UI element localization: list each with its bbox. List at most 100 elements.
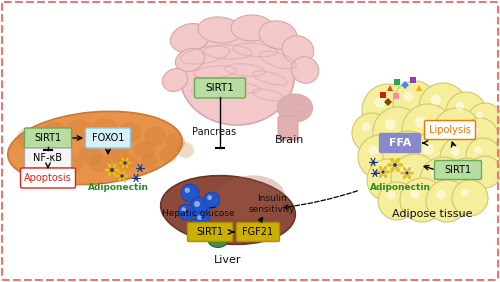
Circle shape bbox=[431, 168, 441, 178]
Ellipse shape bbox=[404, 168, 406, 171]
Circle shape bbox=[368, 146, 378, 155]
Ellipse shape bbox=[231, 15, 273, 41]
Ellipse shape bbox=[122, 165, 124, 169]
Ellipse shape bbox=[278, 94, 312, 122]
Ellipse shape bbox=[259, 21, 297, 49]
Ellipse shape bbox=[176, 142, 194, 158]
Ellipse shape bbox=[390, 167, 394, 172]
FancyBboxPatch shape bbox=[20, 168, 76, 188]
Circle shape bbox=[466, 138, 500, 172]
Ellipse shape bbox=[408, 175, 410, 179]
Ellipse shape bbox=[396, 158, 400, 163]
Circle shape bbox=[414, 116, 426, 128]
Circle shape bbox=[191, 222, 195, 226]
Ellipse shape bbox=[127, 162, 132, 164]
Circle shape bbox=[469, 156, 500, 188]
Circle shape bbox=[446, 92, 486, 132]
Ellipse shape bbox=[408, 168, 410, 171]
Text: Lipolysis: Lipolysis bbox=[429, 125, 471, 135]
Circle shape bbox=[410, 189, 420, 198]
Circle shape bbox=[197, 215, 202, 220]
Ellipse shape bbox=[104, 169, 110, 171]
Ellipse shape bbox=[159, 147, 177, 163]
Circle shape bbox=[447, 158, 487, 198]
Circle shape bbox=[420, 157, 466, 203]
Circle shape bbox=[362, 123, 370, 131]
FancyBboxPatch shape bbox=[194, 78, 246, 98]
Circle shape bbox=[433, 108, 481, 156]
Circle shape bbox=[393, 81, 437, 125]
Circle shape bbox=[410, 131, 462, 183]
Ellipse shape bbox=[78, 145, 102, 165]
Circle shape bbox=[393, 163, 397, 167]
Circle shape bbox=[190, 197, 210, 217]
Ellipse shape bbox=[8, 111, 182, 185]
Circle shape bbox=[207, 195, 212, 200]
Circle shape bbox=[377, 169, 386, 178]
Ellipse shape bbox=[122, 178, 126, 182]
Circle shape bbox=[404, 92, 413, 101]
Text: FFA: FFA bbox=[389, 138, 411, 148]
Circle shape bbox=[426, 180, 468, 222]
Ellipse shape bbox=[124, 175, 128, 177]
Ellipse shape bbox=[122, 170, 126, 174]
Circle shape bbox=[184, 188, 190, 193]
Circle shape bbox=[450, 147, 460, 156]
Ellipse shape bbox=[165, 133, 185, 151]
Ellipse shape bbox=[398, 164, 402, 166]
Circle shape bbox=[194, 201, 200, 207]
Ellipse shape bbox=[388, 164, 392, 166]
Circle shape bbox=[476, 164, 484, 171]
Ellipse shape bbox=[114, 169, 119, 171]
Circle shape bbox=[440, 136, 484, 180]
Ellipse shape bbox=[108, 163, 111, 168]
Circle shape bbox=[456, 168, 466, 177]
Ellipse shape bbox=[282, 36, 314, 64]
Ellipse shape bbox=[380, 166, 382, 170]
Ellipse shape bbox=[23, 142, 47, 162]
Ellipse shape bbox=[385, 171, 390, 173]
Text: SIRT1: SIRT1 bbox=[444, 165, 471, 175]
Ellipse shape bbox=[141, 154, 159, 170]
Ellipse shape bbox=[58, 156, 82, 174]
Text: Hepatic glucose: Hepatic glucose bbox=[162, 208, 234, 217]
FancyBboxPatch shape bbox=[24, 148, 72, 168]
Circle shape bbox=[110, 168, 114, 172]
Ellipse shape bbox=[170, 23, 209, 52]
Circle shape bbox=[383, 131, 433, 181]
Text: Insulin
sensitivity: Insulin sensitivity bbox=[249, 194, 295, 214]
Circle shape bbox=[178, 204, 194, 220]
Text: SIRT1: SIRT1 bbox=[206, 83, 234, 93]
Circle shape bbox=[194, 212, 210, 228]
Text: Adiponectin: Adiponectin bbox=[88, 184, 148, 193]
Ellipse shape bbox=[208, 232, 228, 248]
Circle shape bbox=[460, 189, 468, 197]
Ellipse shape bbox=[384, 174, 386, 178]
Ellipse shape bbox=[118, 178, 122, 182]
Ellipse shape bbox=[126, 165, 128, 169]
Circle shape bbox=[406, 171, 408, 175]
Circle shape bbox=[400, 178, 444, 222]
Ellipse shape bbox=[160, 176, 296, 244]
Text: Pancreas: Pancreas bbox=[192, 127, 236, 137]
Circle shape bbox=[373, 107, 423, 157]
Ellipse shape bbox=[176, 49, 204, 72]
Ellipse shape bbox=[107, 142, 129, 162]
Circle shape bbox=[456, 102, 464, 110]
Circle shape bbox=[395, 143, 406, 154]
Circle shape bbox=[352, 113, 392, 153]
Circle shape bbox=[430, 94, 441, 105]
FancyBboxPatch shape bbox=[236, 222, 280, 241]
Ellipse shape bbox=[67, 120, 93, 140]
Text: Apoptosis: Apoptosis bbox=[24, 173, 72, 183]
FancyBboxPatch shape bbox=[278, 116, 298, 140]
Circle shape bbox=[387, 191, 396, 199]
Ellipse shape bbox=[113, 172, 116, 177]
Ellipse shape bbox=[126, 157, 128, 161]
Ellipse shape bbox=[118, 162, 123, 164]
Ellipse shape bbox=[134, 141, 156, 159]
Text: SIRT1: SIRT1 bbox=[196, 227, 224, 237]
Text: Adipose tissue: Adipose tissue bbox=[392, 209, 472, 219]
Ellipse shape bbox=[291, 57, 319, 83]
Circle shape bbox=[204, 192, 220, 208]
